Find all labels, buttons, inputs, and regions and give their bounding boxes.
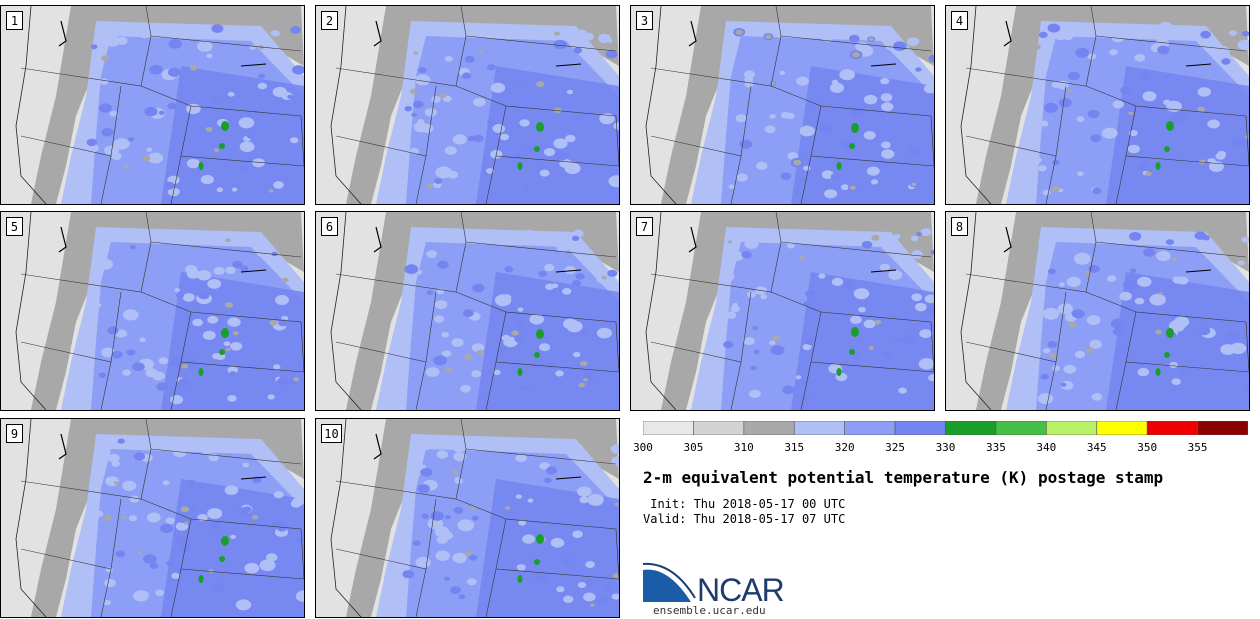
ensemble-member-panel: 5 [0, 211, 305, 411]
ncar-logo: NCAR [643, 562, 785, 606]
colorbar-bins [643, 421, 1248, 435]
colorbar-bin [995, 421, 1047, 435]
colorbar [643, 421, 1248, 435]
colorbar-bin [793, 421, 845, 435]
member-number-label: 2 [321, 11, 338, 30]
member-map [1, 212, 304, 410]
ensemble-member-panel: 2 [315, 5, 620, 205]
member-map [1, 419, 304, 617]
svg-text:NCAR: NCAR [697, 572, 784, 606]
valid-time: Valid: Thu 2018-05-17 07 UTC [643, 512, 846, 526]
colorbar-bin [643, 421, 694, 435]
colorbar-bin [844, 421, 896, 435]
member-map [946, 212, 1249, 410]
member-number-label: 3 [636, 11, 653, 30]
member-number-label: 9 [6, 424, 23, 443]
colorbar-bin [894, 421, 946, 435]
ensemble-member-panel: 8 [945, 211, 1250, 411]
colorbar-tick-label: 335 [985, 441, 1006, 454]
init-time: Init: Thu 2018-05-17 00 UTC [643, 497, 846, 511]
member-number-label: 7 [636, 217, 653, 236]
colorbar-tick-label: 320 [834, 441, 855, 454]
colorbar-tick-label: 345 [1086, 441, 1107, 454]
colorbar-tick-label: 340 [1036, 441, 1057, 454]
ensemble-member-panel: 7 [630, 211, 935, 411]
colorbar-tick-label: 350 [1137, 441, 1158, 454]
member-map [631, 212, 934, 410]
colorbar-bin [743, 421, 795, 435]
member-number-label: 1 [6, 11, 23, 30]
ensemble-member-panel: 9 [0, 418, 305, 618]
ensemble-member-panel: 3 [630, 5, 935, 205]
colorbar-bin [945, 421, 997, 435]
colorbar-tick-label: 330 [935, 441, 956, 454]
colorbar-bin [1146, 421, 1198, 435]
figure-title: 2-m equivalent potential temperature (K)… [643, 468, 1164, 487]
colorbar-tick-label: 315 [784, 441, 805, 454]
member-map [631, 6, 934, 204]
colorbar-tick-label: 305 [683, 441, 704, 454]
member-number-label: 4 [951, 11, 968, 30]
colorbar-tick-label: 325 [885, 441, 906, 454]
logo-url-text: ensemble.ucar.edu [653, 604, 766, 617]
colorbar-bin [693, 421, 745, 435]
member-map [1, 6, 304, 204]
colorbar-bin [1046, 421, 1098, 435]
member-number-label: 5 [6, 217, 23, 236]
member-map [946, 6, 1249, 204]
ensemble-member-panel: 10 [315, 418, 620, 618]
member-number-label: 8 [951, 217, 968, 236]
member-map [316, 212, 619, 410]
member-map [316, 419, 619, 617]
colorbar-bin [1197, 421, 1248, 435]
ensemble-member-panel: 4 [945, 5, 1250, 205]
colorbar-tick-label: 355 [1187, 441, 1208, 454]
colorbar-tick-label: 310 [733, 441, 754, 454]
ensemble-member-panel: 6 [315, 211, 620, 411]
colorbar-bin [1096, 421, 1148, 435]
colorbar-tick-label: 300 [633, 441, 653, 454]
member-number-label: 6 [321, 217, 338, 236]
member-number-label: 10 [321, 424, 342, 443]
member-map [316, 6, 619, 204]
ensemble-member-panel: 1 [0, 5, 305, 205]
